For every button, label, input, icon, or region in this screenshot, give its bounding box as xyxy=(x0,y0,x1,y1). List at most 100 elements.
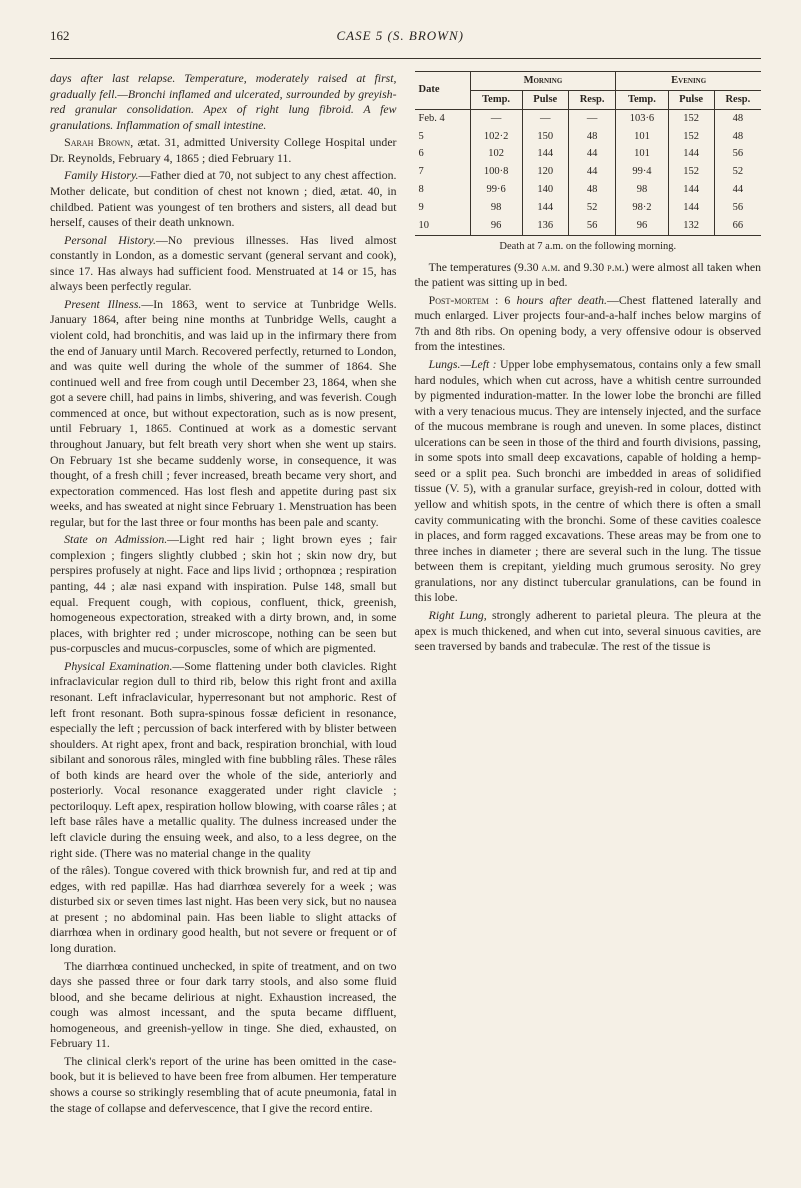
table-cell: 132 xyxy=(668,217,714,235)
table-row: 899·6140489814444 xyxy=(415,181,762,199)
table-cell: 144 xyxy=(668,199,714,217)
th-evening: Evening xyxy=(616,72,761,91)
table-cell: 120 xyxy=(522,163,568,181)
para-temperatures: The temperatures (9.30 a.m. and 9.30 p.m… xyxy=(415,260,762,291)
present-illness-text: —In 1863, went to service at Tunbridge W… xyxy=(50,297,397,529)
header-spacer xyxy=(731,28,761,44)
temperature-table: Date Morning Evening Temp. Pulse Resp. T… xyxy=(415,71,762,236)
table-cell: 6 xyxy=(415,145,471,163)
header-title: CASE 5 (S. BROWN) xyxy=(337,28,464,44)
table-cell: — xyxy=(522,109,568,127)
para-clerk-report: The clinical clerk's report of the urine… xyxy=(50,1054,397,1116)
th-date: Date xyxy=(415,72,471,110)
postmortem-label: Post-mortem xyxy=(429,293,489,307)
table-cell: — xyxy=(568,109,616,127)
relapse-italic: days after last relapse. Temperature, mo… xyxy=(50,71,397,132)
table-cell: 7 xyxy=(415,163,471,181)
table-cell: 102·2 xyxy=(470,128,522,146)
table-cell: 48 xyxy=(714,128,761,146)
personal-history-label: Personal History. xyxy=(64,233,156,247)
table-row: 9981445298·214456 xyxy=(415,199,762,217)
th-m-resp: Resp. xyxy=(568,90,616,109)
table-row: 5102·21504810115248 xyxy=(415,128,762,146)
table-cell: 144 xyxy=(668,181,714,199)
table-row: Feb. 4———103·615248 xyxy=(415,109,762,127)
table-cell: 44 xyxy=(568,145,616,163)
para-rales-cont: of the râles). Tongue covered with thick… xyxy=(50,863,397,956)
table-row: 7100·81204499·415252 xyxy=(415,163,762,181)
running-header: 162 CASE 5 (S. BROWN) xyxy=(50,28,761,48)
table-cell: 101 xyxy=(616,145,668,163)
para-state-admission: State on Admission.—Light red hair ; lig… xyxy=(50,532,397,657)
table-cell: 99·6 xyxy=(470,181,522,199)
table-cell: 98 xyxy=(470,199,522,217)
table-cell: 48 xyxy=(568,181,616,199)
physical-exam-text: —Some flattening under both clavicles. R… xyxy=(50,659,397,860)
right-lung-label: Right Lung, xyxy=(429,608,487,622)
pm-a: : 6 xyxy=(489,293,517,307)
page: 162 CASE 5 (S. BROWN) days after last re… xyxy=(0,0,801,1161)
table-cell: 140 xyxy=(522,181,568,199)
table-cell: 96 xyxy=(470,217,522,235)
table-cell: 102 xyxy=(470,145,522,163)
temps-am: a.m. xyxy=(542,260,561,274)
table-body: Feb. 4———103·6152485102·2150481011524861… xyxy=(415,109,762,235)
para-physical-exam: Physical Examination.—Some flattening un… xyxy=(50,659,397,861)
para-present-illness: Present Illness.—In 1863, went to servic… xyxy=(50,297,397,530)
header-rule xyxy=(50,58,761,59)
table-cell: 101 xyxy=(616,128,668,146)
table-cell: 152 xyxy=(668,109,714,127)
table-cell: 44 xyxy=(714,181,761,199)
pm-hours: hours after death. xyxy=(516,293,607,307)
family-history-label: Family History. xyxy=(64,168,138,182)
table-cell: 152 xyxy=(668,163,714,181)
table-cell: 5 xyxy=(415,128,471,146)
table-cell: 152 xyxy=(668,128,714,146)
table-cell: 144 xyxy=(522,199,568,217)
para-postmortem: Post-mortem : 6 hours after death.—Chest… xyxy=(415,293,762,355)
table-cell: 48 xyxy=(568,128,616,146)
table-cell: 8 xyxy=(415,181,471,199)
temps-b: and 9.30 xyxy=(560,260,607,274)
para-lungs-left: Lungs.—Left : Upper lobe emphysematous, … xyxy=(415,357,762,606)
table-cell: 56 xyxy=(714,145,761,163)
state-admission-text: —Light red hair ; light brown eyes ; fai… xyxy=(50,532,397,655)
state-admission-label: State on Admission. xyxy=(64,532,167,546)
table-cell: 103·6 xyxy=(616,109,668,127)
table-row: 61021444410114456 xyxy=(415,145,762,163)
table-caption-text: Death at 7 a.m. on the following morning… xyxy=(499,241,676,252)
table-cell: 96 xyxy=(616,217,668,235)
th-morning-text: Morning xyxy=(524,75,563,86)
lungs-left-text: Upper lobe emphysematous, contains only … xyxy=(415,357,762,604)
para-personal-history: Personal History.—No previous illnesses.… xyxy=(50,233,397,295)
th-evening-text: Evening xyxy=(671,75,706,86)
table-cell: 98·2 xyxy=(616,199,668,217)
table-cell: 48 xyxy=(714,109,761,127)
patient-name: Sarah Brown xyxy=(64,135,130,149)
para-relapse: days after last relapse. Temperature, mo… xyxy=(50,71,397,133)
table-cell: 44 xyxy=(568,163,616,181)
th-e-temp: Temp. xyxy=(616,90,668,109)
th-e-resp: Resp. xyxy=(714,90,761,109)
lungs-left-label: Lungs.—Left : xyxy=(429,357,497,371)
temps-pm: p.m. xyxy=(607,260,624,274)
table-cell: 56 xyxy=(568,217,616,235)
table-cell: 150 xyxy=(522,128,568,146)
table-cell: 144 xyxy=(668,145,714,163)
physical-exam-label: Physical Examination. xyxy=(64,659,172,673)
text-columns: days after last relapse. Temperature, mo… xyxy=(50,71,761,1131)
table-cell: Feb. 4 xyxy=(415,109,471,127)
table-cell: 9 xyxy=(415,199,471,217)
para-patient: Sarah Brown, ætat. 31, admitted Universi… xyxy=(50,135,397,166)
para-family-history: Family History.—Father died at 70, not s… xyxy=(50,168,397,230)
present-illness-label: Present Illness. xyxy=(64,297,141,311)
temperature-table-wrap: Date Morning Evening Temp. Pulse Resp. T… xyxy=(415,71,762,254)
th-m-pulse: Pulse xyxy=(522,90,568,109)
table-caption: Death at 7 a.m. on the following morning… xyxy=(415,240,762,254)
table-cell: 10 xyxy=(415,217,471,235)
table-cell: 144 xyxy=(522,145,568,163)
table-cell: 66 xyxy=(714,217,761,235)
table-cell: 136 xyxy=(522,217,568,235)
table-cell: — xyxy=(470,109,522,127)
table-cell: 100·8 xyxy=(470,163,522,181)
